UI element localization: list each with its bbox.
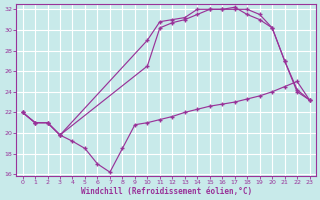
X-axis label: Windchill (Refroidissement éolien,°C): Windchill (Refroidissement éolien,°C) — [81, 187, 252, 196]
